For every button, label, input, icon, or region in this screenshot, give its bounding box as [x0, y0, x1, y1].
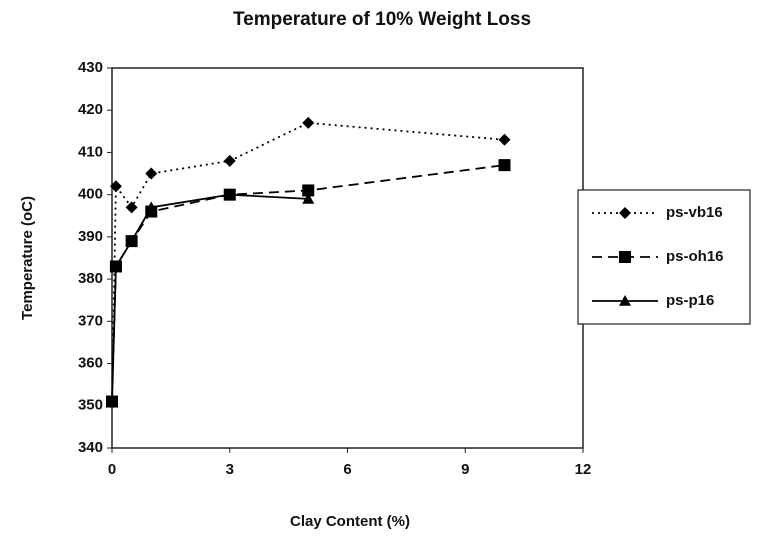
- marker: [302, 184, 315, 197]
- y-tick-label: 390: [78, 228, 103, 245]
- series-line: [111, 121, 505, 402]
- x-axis-label: Clay Content (%): [290, 513, 410, 530]
- marker: [145, 167, 158, 180]
- marker: [223, 154, 236, 167]
- marker: [619, 207, 631, 219]
- marker: [125, 235, 138, 246]
- legend-box: [577, 189, 751, 325]
- y-axis-label: Temperature (oC): [19, 196, 36, 320]
- marker: [619, 251, 631, 263]
- y-tick-label: 400: [78, 186, 103, 203]
- x-tick-label: 12: [575, 461, 592, 478]
- x-tick-label: 6: [343, 461, 351, 478]
- chart-title: Temperature of 10% Weight Loss: [233, 9, 531, 30]
- marker: [106, 395, 118, 407]
- marker: [125, 201, 138, 214]
- y-tick-label: 340: [78, 439, 103, 456]
- y-tick-label: 410: [78, 143, 103, 160]
- x-tick-label: 9: [461, 461, 469, 478]
- y-tick-label: 370: [78, 312, 103, 329]
- marker: [498, 133, 511, 146]
- marker: [498, 159, 511, 172]
- x-tick-label: 3: [226, 461, 234, 478]
- marker: [302, 192, 315, 204]
- series-line: [111, 193, 309, 402]
- y-tick-label: 350: [78, 397, 103, 414]
- marker: [145, 201, 158, 213]
- marker: [109, 260, 122, 272]
- plot-area: [111, 67, 584, 449]
- marker: [619, 295, 631, 306]
- legend-label: ps-p16: [666, 292, 714, 309]
- y-tick-label: 380: [78, 270, 103, 287]
- x-tick-label: 0: [108, 461, 116, 478]
- marker: [223, 188, 236, 200]
- y-tick-label: 360: [78, 355, 103, 372]
- y-tick-label: 420: [78, 101, 103, 118]
- marker: [302, 116, 315, 129]
- y-tick-label: 430: [78, 59, 103, 76]
- legend-label: ps-oh16: [666, 248, 724, 265]
- legend-label: ps-vb16: [666, 204, 723, 221]
- marker: [109, 180, 122, 193]
